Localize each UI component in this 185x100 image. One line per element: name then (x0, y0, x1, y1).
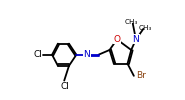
Text: Cl: Cl (34, 50, 43, 59)
Text: CH₃: CH₃ (125, 19, 138, 25)
Text: N: N (83, 50, 90, 59)
Text: O: O (113, 35, 120, 44)
Text: CH₃: CH₃ (138, 25, 152, 31)
Text: N: N (133, 35, 139, 44)
Text: Cl: Cl (60, 82, 69, 91)
Text: Br: Br (136, 71, 146, 80)
